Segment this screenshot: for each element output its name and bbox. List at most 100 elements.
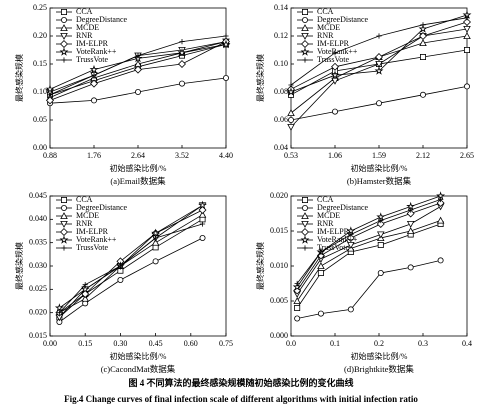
- marker: [419, 32, 427, 40]
- x-tick-label: 0.00: [43, 339, 57, 348]
- legend-marker: [61, 16, 68, 23]
- marker: [436, 216, 445, 224]
- legend-label: CCA: [317, 195, 334, 204]
- y-tick-label: 0.015: [29, 331, 47, 340]
- x-tick-label: 0.30: [113, 339, 127, 348]
- legend-marker: [60, 221, 68, 228]
- y-axis-label: 最终感染规模: [14, 54, 24, 102]
- marker: [198, 200, 207, 210]
- legend-label: TrussVote: [317, 55, 349, 64]
- y-tick-label: 0.020: [270, 191, 288, 200]
- marker: [45, 84, 55, 93]
- y-tick-label: 0.030: [29, 261, 47, 270]
- y-tick-label: 0.010: [270, 261, 288, 270]
- y-tick-label: 0.000: [270, 331, 288, 340]
- x-axis-label: 初始感染比例/%: [110, 163, 167, 173]
- legend-label: RNR: [317, 219, 334, 228]
- subplot: 0.00 0.05 0.10 0.15 0.20 0.25 0.88 1.76 2.64 3.52…: [14, 3, 233, 186]
- y-tick-label: 0.10: [33, 87, 47, 96]
- series-line: [296, 199, 441, 284]
- x-tick-label: 1.76: [87, 151, 101, 160]
- marker: [377, 242, 384, 249]
- marker: [420, 22, 426, 28]
- series-line: [296, 220, 441, 302]
- marker: [438, 196, 444, 203]
- legend-marker: [60, 24, 68, 32]
- x-tick-label: 0.4: [462, 339, 472, 348]
- marker: [198, 210, 207, 218]
- marker: [91, 72, 97, 78]
- legend-marker: [302, 196, 309, 203]
- x-tick-label: 2.12: [416, 151, 430, 160]
- y-tick-label: 0.15: [33, 59, 47, 68]
- marker: [347, 242, 355, 249]
- marker: [348, 231, 354, 238]
- marker: [318, 249, 324, 255]
- legend-marker: [61, 57, 67, 63]
- y-tick-label: 0.12: [274, 31, 288, 40]
- marker: [406, 227, 415, 234]
- marker: [81, 294, 89, 302]
- legend-label: DegreeDistance: [317, 15, 369, 24]
- y-tick-label: 0.00: [33, 143, 47, 152]
- legend-label: IM-ELPR: [317, 227, 350, 236]
- y-tick-label: 0.020: [29, 307, 47, 316]
- legend-marker: [61, 245, 67, 251]
- marker: [288, 82, 294, 88]
- legend-label: CCA: [317, 7, 334, 16]
- series-line: [297, 260, 441, 319]
- marker: [135, 53, 141, 59]
- marker: [375, 53, 383, 61]
- legend-label: TrussVote: [317, 243, 349, 252]
- marker: [346, 234, 355, 242]
- x-tick-label: 0.0: [286, 339, 296, 348]
- y-tick-label: 0.25: [33, 3, 47, 12]
- legend-label: DegreeDistance: [76, 203, 128, 212]
- legend-label: MCDE: [76, 211, 99, 220]
- y-tick-label: 0.015: [270, 226, 288, 235]
- marker: [287, 124, 295, 131]
- marker: [374, 66, 384, 75]
- legend-marker: [59, 47, 69, 56]
- marker: [151, 228, 161, 238]
- marker: [463, 32, 471, 39]
- legend-label: TrussVote: [76, 243, 108, 252]
- legend-label: VoteRank++: [76, 235, 117, 244]
- marker: [294, 305, 301, 312]
- x-axis-label: 初始感染比例/%: [110, 351, 167, 361]
- marker: [375, 100, 382, 107]
- y-tick-label: 0.04: [274, 143, 288, 152]
- x-axis-label: 初始感染比例/%: [351, 351, 408, 361]
- marker: [47, 92, 53, 98]
- marker: [134, 65, 142, 74]
- subplot-caption: (a)Email数据集: [110, 176, 166, 186]
- legend-label: DegreeDistance: [317, 203, 369, 212]
- marker: [376, 231, 385, 239]
- y-axis-label: 最终感染规模: [14, 242, 24, 290]
- y-tick-label: 0.05: [33, 115, 47, 124]
- legend-label: RNR: [76, 219, 93, 228]
- marker: [223, 33, 229, 39]
- marker: [153, 235, 159, 241]
- y-tick-label: 0.14: [274, 3, 288, 12]
- x-tick-label: 0.2: [374, 339, 384, 348]
- legend-marker: [302, 245, 308, 251]
- marker: [294, 315, 301, 322]
- marker: [408, 207, 414, 213]
- marker: [288, 117, 295, 124]
- legend-marker: [301, 24, 309, 32]
- legend-marker: [61, 8, 68, 15]
- marker: [378, 217, 384, 224]
- marker: [89, 64, 99, 74]
- marker: [419, 91, 426, 98]
- x-tick-label: 0.15: [78, 339, 92, 348]
- legend-label: DegreeDistance: [76, 15, 128, 24]
- legend-label: RNR: [317, 31, 334, 40]
- marker: [286, 87, 296, 96]
- y-tick-label: 0.045: [29, 191, 47, 200]
- x-tick-label: 2.64: [131, 151, 145, 160]
- x-tick-label: 0.3: [418, 339, 428, 348]
- marker: [178, 60, 186, 68]
- subplot: 0.04 0.06 0.08 0.10 0.12 0.14 0.53 1.06 1.59 2.12…: [255, 3, 474, 186]
